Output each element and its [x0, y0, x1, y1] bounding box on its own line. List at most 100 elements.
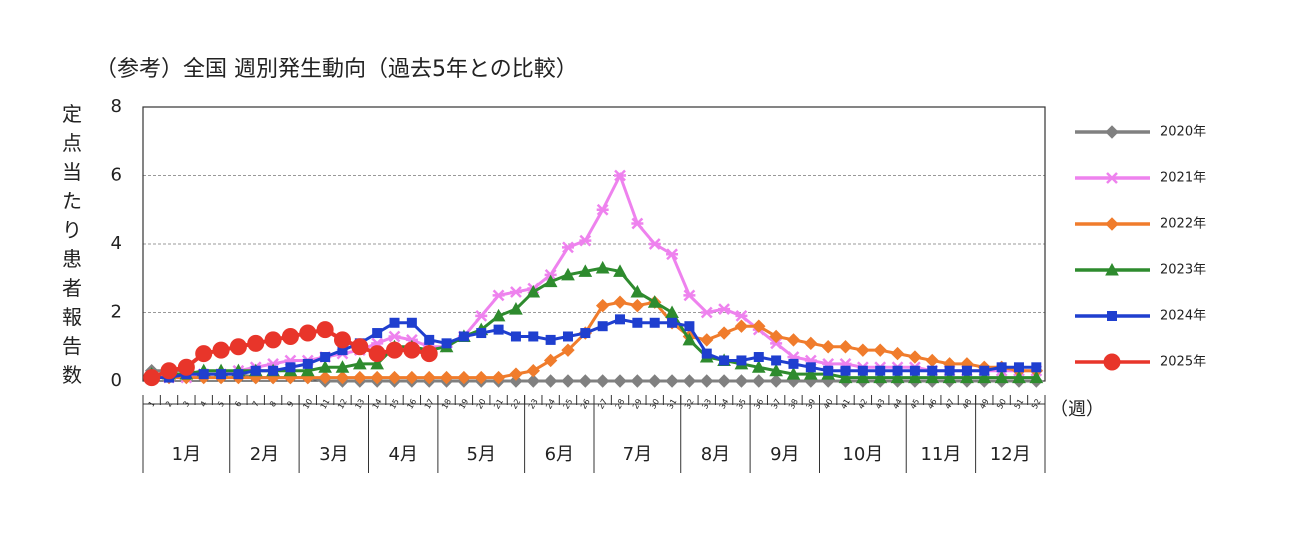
- point: [458, 331, 469, 342]
- point: [247, 334, 265, 352]
- point: [614, 169, 627, 182]
- point: [977, 370, 992, 384]
- point: [388, 330, 401, 343]
- point: [491, 370, 506, 385]
- point: [526, 374, 540, 388]
- point: [299, 324, 317, 342]
- point: [595, 260, 610, 274]
- point: [942, 370, 957, 384]
- point: [420, 345, 438, 363]
- series-line: [151, 171, 1037, 380]
- point: [509, 286, 522, 298]
- point: [160, 362, 178, 380]
- point: [769, 329, 783, 344]
- point: [578, 264, 593, 277]
- month-label: 3月: [319, 444, 348, 465]
- series-line: [151, 317, 1037, 380]
- month-label: 1月: [172, 444, 201, 465]
- point: [788, 358, 799, 369]
- point: [908, 350, 922, 364]
- point: [752, 319, 766, 333]
- legend-label: 2020年: [1160, 125, 1206, 140]
- point: [769, 374, 783, 388]
- point: [320, 352, 331, 363]
- point: [786, 333, 801, 347]
- point: [403, 341, 421, 359]
- month-label: 10月: [842, 444, 883, 465]
- month-label: 4月: [388, 444, 417, 465]
- point: [856, 343, 870, 357]
- series: [143, 321, 438, 387]
- point: [682, 332, 697, 346]
- point: [648, 374, 662, 388]
- point: [734, 319, 749, 333]
- point: [944, 365, 955, 376]
- point: [804, 336, 818, 351]
- legend-label: 2023年: [1160, 263, 1206, 278]
- point: [649, 317, 660, 328]
- legend-label: 2024年: [1160, 309, 1206, 324]
- point: [387, 370, 402, 385]
- series-line: [151, 266, 1037, 380]
- legend-marker: [1103, 353, 1121, 371]
- point: [838, 370, 853, 384]
- point: [595, 374, 610, 388]
- point: [666, 248, 679, 261]
- point: [229, 338, 247, 356]
- point: [406, 317, 417, 328]
- point: [682, 374, 697, 388]
- point: [821, 340, 835, 354]
- point: [925, 353, 939, 368]
- point: [562, 331, 573, 342]
- point: [370, 356, 385, 370]
- point: [719, 355, 730, 366]
- point: [405, 370, 419, 385]
- point: [994, 370, 1009, 384]
- month-label: 8月: [701, 444, 730, 465]
- point: [1012, 370, 1026, 384]
- legend-label: 2022年: [1160, 217, 1206, 232]
- y-tick-label: 2: [111, 302, 122, 323]
- month-label: 11月: [920, 444, 961, 465]
- point: [475, 310, 488, 322]
- point: [735, 310, 748, 322]
- point: [665, 374, 679, 388]
- point: [717, 374, 731, 388]
- point: [389, 317, 400, 328]
- point: [838, 340, 853, 354]
- point: [751, 360, 766, 373]
- point: [718, 303, 731, 315]
- y-tick-label: 6: [111, 165, 122, 186]
- legend-marker: [1107, 311, 1117, 321]
- point: [561, 374, 575, 388]
- series: [144, 260, 1044, 384]
- point: [840, 365, 851, 376]
- point: [630, 284, 645, 298]
- point: [353, 370, 367, 385]
- y-tick-label: 8: [111, 96, 122, 117]
- point: [457, 370, 471, 385]
- point: [630, 374, 645, 388]
- point: [734, 374, 749, 388]
- point: [630, 298, 645, 313]
- point: [439, 370, 454, 385]
- point: [526, 284, 541, 298]
- legend-label: 2025年: [1160, 355, 1206, 370]
- point: [561, 267, 575, 281]
- legend-marker: [1105, 125, 1119, 139]
- point: [372, 328, 383, 339]
- x-axis-label: （週）: [1050, 399, 1104, 420]
- y-tick-label: 0: [111, 370, 122, 391]
- point: [216, 369, 227, 380]
- month-label: 9月: [770, 444, 799, 465]
- point: [543, 353, 558, 368]
- point: [700, 306, 713, 319]
- point: [579, 234, 592, 247]
- point: [613, 295, 627, 309]
- point: [424, 334, 435, 345]
- point: [892, 365, 903, 376]
- point: [543, 274, 558, 288]
- point: [335, 370, 350, 385]
- month-label: 5月: [467, 444, 496, 465]
- point: [736, 355, 747, 366]
